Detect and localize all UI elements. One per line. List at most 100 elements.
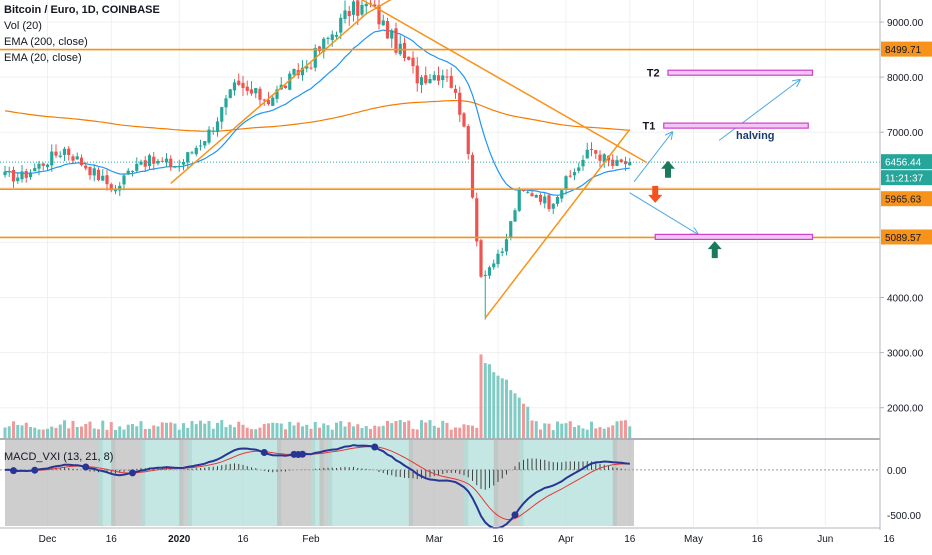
volume-bar xyxy=(526,406,530,438)
volume-bar xyxy=(131,424,134,438)
volume-bars xyxy=(3,354,632,438)
candle-body xyxy=(415,65,419,84)
candle-body xyxy=(194,147,198,155)
volume-bar xyxy=(322,423,326,438)
volume-bar xyxy=(160,422,164,438)
time-tick-label: Feb xyxy=(302,534,320,545)
candle-body xyxy=(198,145,203,147)
candle-body xyxy=(147,155,152,167)
volume-bar xyxy=(458,427,462,438)
price-label-box-level xyxy=(881,41,932,57)
candle-body xyxy=(113,189,118,192)
volume-bar xyxy=(20,425,24,438)
volume-bar xyxy=(211,428,215,438)
candle-body xyxy=(58,155,62,157)
volume-bar xyxy=(173,423,177,438)
volume-bar xyxy=(233,427,236,438)
volume-bar xyxy=(479,354,483,438)
candle-body xyxy=(432,74,436,81)
candle-body xyxy=(283,85,288,89)
volume-bar xyxy=(241,424,245,438)
candle-body xyxy=(241,82,245,88)
candle-body xyxy=(521,189,526,191)
candle-body xyxy=(594,150,598,154)
volume-bar xyxy=(547,423,551,438)
volume-bar xyxy=(169,422,173,438)
volume-bar xyxy=(114,430,117,438)
candle-body xyxy=(602,154,606,163)
volume-bar xyxy=(37,429,41,438)
price-label-last: 6456.44 xyxy=(885,158,922,169)
volume-bar xyxy=(471,425,474,438)
volume-bar xyxy=(377,426,381,438)
volume-bar xyxy=(139,421,143,438)
candle-body xyxy=(118,185,122,191)
candle-body xyxy=(220,107,224,122)
candle-body xyxy=(92,168,96,176)
target-box-t1 xyxy=(663,122,809,129)
candle-body xyxy=(577,167,581,171)
candle-body xyxy=(611,159,615,166)
bullish-arrow xyxy=(661,160,675,178)
macd-shade-band xyxy=(612,440,634,526)
candle-body xyxy=(424,75,428,84)
volume-bar xyxy=(394,421,398,438)
candle-body xyxy=(317,46,322,52)
volume-bar xyxy=(50,426,54,438)
candle-body xyxy=(224,98,228,108)
candle-body xyxy=(483,274,487,277)
candle-body xyxy=(385,21,390,39)
target-box-support xyxy=(654,233,814,241)
candle-body xyxy=(428,78,432,84)
candle-body xyxy=(41,163,45,166)
macd-shade-band xyxy=(141,440,184,526)
price-tick-label: 8000.00 xyxy=(887,73,924,84)
candle-body xyxy=(517,188,521,211)
volume-bar xyxy=(203,423,207,438)
candle-body xyxy=(479,240,483,277)
volume-bar xyxy=(356,424,360,438)
candle-body xyxy=(105,175,109,185)
candle-body xyxy=(513,210,517,222)
arrow-to-support xyxy=(629,192,698,234)
candle-body xyxy=(509,221,513,239)
candle-body xyxy=(7,171,11,173)
candle-body xyxy=(122,175,126,185)
volume-bar xyxy=(207,421,211,438)
volume-bar xyxy=(530,420,534,438)
candle-body xyxy=(453,88,458,93)
volume-bar xyxy=(29,427,32,438)
volume-bar xyxy=(619,420,623,438)
price-label-box-level xyxy=(881,191,932,207)
candle-body xyxy=(466,126,470,155)
volume-bar xyxy=(24,422,28,438)
volume-bar xyxy=(598,427,602,438)
time-tick-label: 16 xyxy=(752,534,764,545)
volume-bar xyxy=(454,427,457,438)
volume-bar xyxy=(492,372,496,438)
volume-bar xyxy=(343,426,347,438)
candle-body xyxy=(211,130,215,132)
macd-cross-dot xyxy=(260,449,268,457)
macd-cross-dot xyxy=(129,469,136,477)
volume-bar xyxy=(611,425,615,438)
candle-body xyxy=(543,196,547,204)
candles xyxy=(3,0,632,320)
candle-body xyxy=(373,4,377,7)
candle-body xyxy=(75,156,79,160)
candle-body xyxy=(500,251,504,253)
volume-bar xyxy=(143,428,147,438)
volume-bar xyxy=(237,421,241,438)
time-tick-label: Mar xyxy=(426,534,444,545)
volume-bar xyxy=(403,422,406,438)
candle-body xyxy=(615,160,619,166)
volume-bar xyxy=(63,420,66,438)
candle-body xyxy=(237,80,241,85)
volume-bar xyxy=(352,426,355,438)
volume-bar xyxy=(398,419,402,438)
volume-bar xyxy=(292,425,296,438)
volume-bar xyxy=(250,429,253,438)
volume-bar xyxy=(101,420,105,438)
